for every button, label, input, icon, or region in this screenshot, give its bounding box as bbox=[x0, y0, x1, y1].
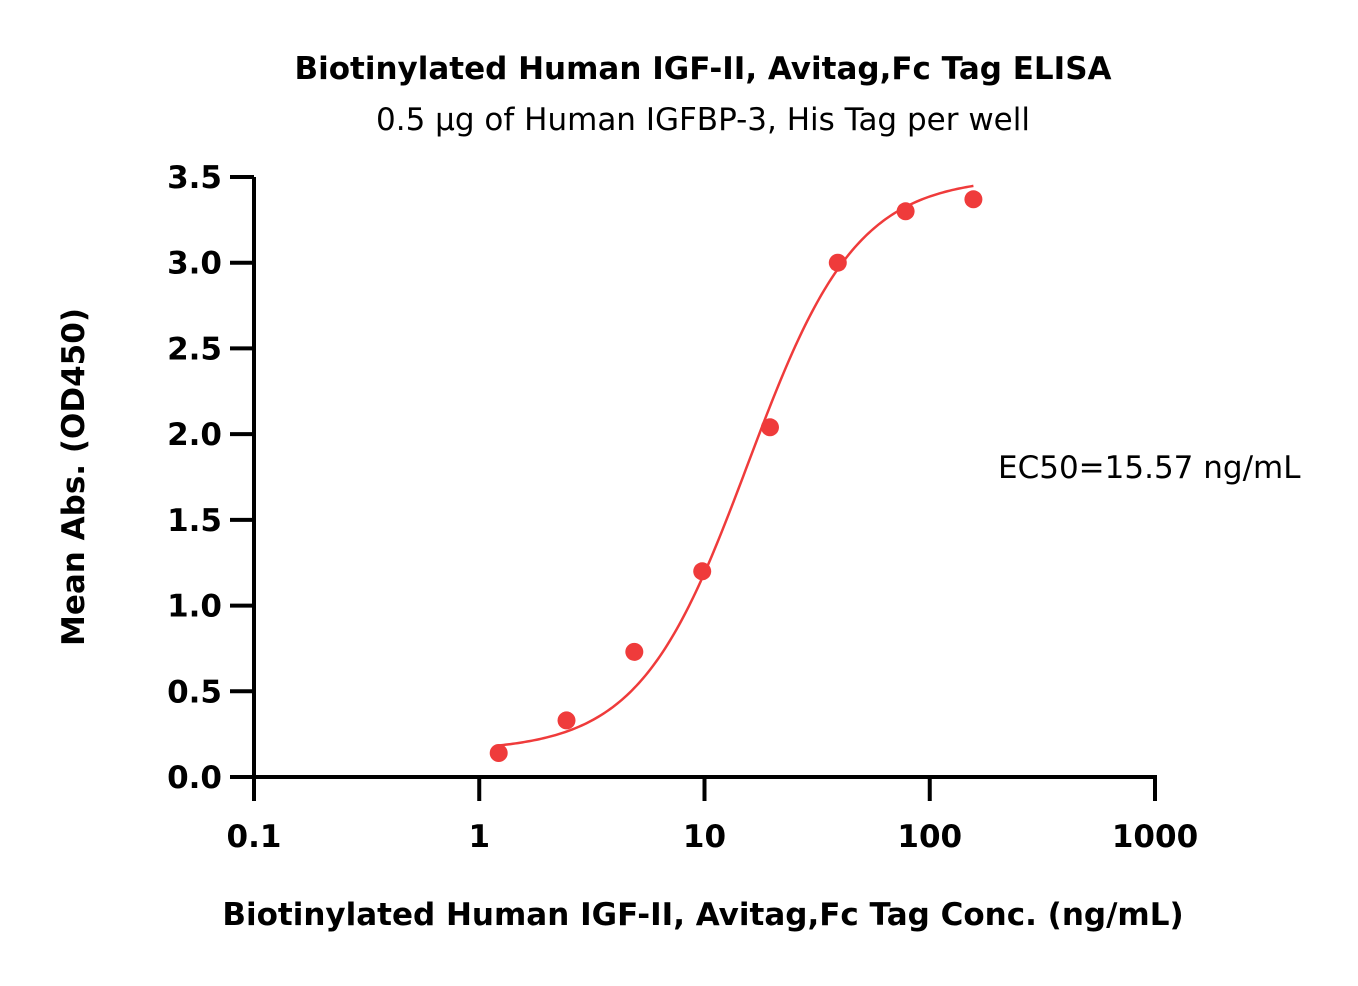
y-axis-label: Mean Abs. (OD450) bbox=[56, 308, 92, 646]
x-tick-label: 10 bbox=[683, 819, 726, 855]
data-point bbox=[557, 711, 576, 730]
data-point bbox=[964, 190, 983, 209]
x-tick-label: 100 bbox=[897, 819, 962, 855]
chart-title: Biotinylated Human IGF-II, Avitag,Fc Tag… bbox=[294, 51, 1111, 87]
data-point bbox=[625, 642, 644, 661]
y-tick-label: 1.0 bbox=[167, 589, 222, 625]
x-tick-label: 1000 bbox=[1112, 819, 1198, 855]
axes: 0.0 0.5 1.0 1.5 2.0 2.5 3.0 3.5 0.1 1 10 100 1000 bbox=[167, 160, 1198, 855]
fit-curve bbox=[498, 184, 974, 747]
y-tick-label: 1.5 bbox=[167, 503, 222, 539]
x-tick-label: 1 bbox=[468, 819, 490, 855]
y-tick-label: 2.0 bbox=[167, 417, 222, 453]
y-tick-label: 3.5 bbox=[167, 160, 222, 196]
y-tick-label: 0.5 bbox=[167, 674, 222, 710]
ec50-annotation: EC50=15.57 ng/mL bbox=[998, 450, 1301, 486]
fit-curve-layer bbox=[498, 184, 974, 747]
data-point bbox=[693, 562, 712, 581]
data-point bbox=[760, 418, 779, 437]
x-tick-label: 0.1 bbox=[227, 819, 282, 855]
y-tick-label: 3.0 bbox=[167, 246, 222, 282]
x-axis-label: Biotinylated Human IGF-II, Avitag,Fc Tag… bbox=[222, 897, 1183, 933]
data-point bbox=[896, 202, 915, 221]
y-tick-label: 0.0 bbox=[167, 760, 222, 796]
data-points bbox=[489, 190, 983, 762]
data-point bbox=[489, 744, 508, 762]
chart-subtitle: 0.5 μg of Human IGFBP-3, His Tag per wel… bbox=[376, 102, 1030, 138]
y-tick-label: 2.5 bbox=[167, 331, 222, 367]
data-point bbox=[828, 253, 847, 272]
